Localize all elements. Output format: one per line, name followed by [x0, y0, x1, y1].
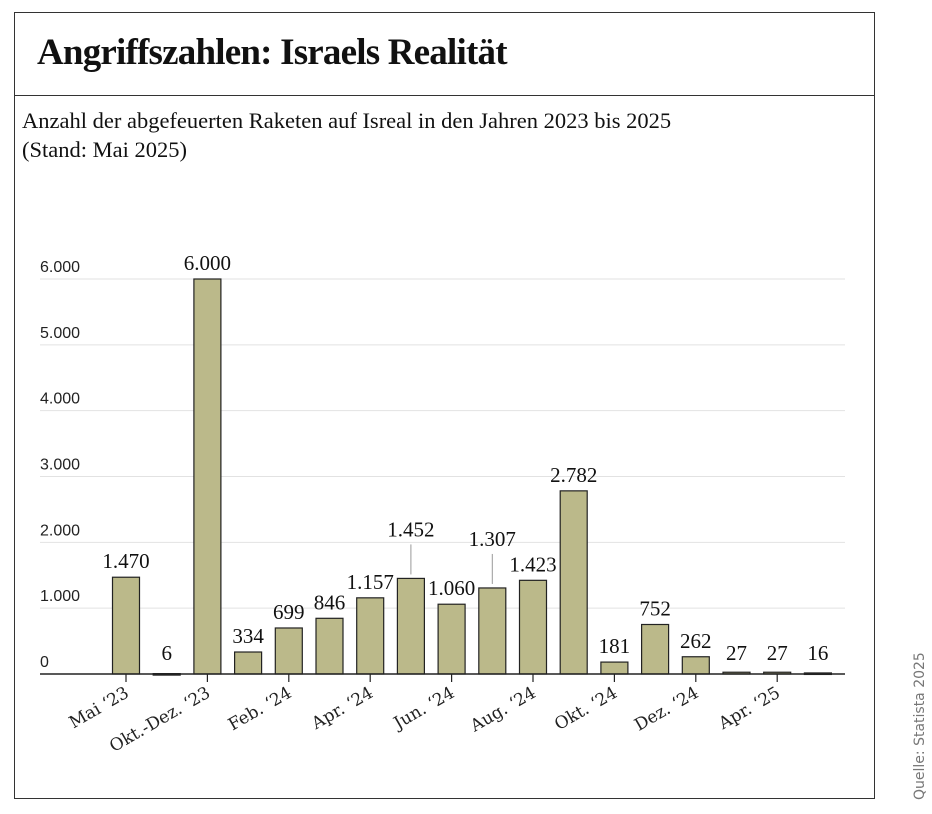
x-tick-label: Mai ‘23	[66, 683, 133, 733]
bar	[274, 627, 303, 675]
data-label: 6.000	[184, 251, 231, 275]
subtitle-line-2: (Stand: Mai 2025)	[22, 137, 187, 162]
x-tick-label: Apr. ‘24	[308, 683, 377, 734]
data-label: 16	[807, 641, 828, 665]
data-label: 6	[161, 641, 172, 665]
y-tick-label: 4.000	[40, 391, 80, 408]
y-tick-label: 1.000	[40, 588, 80, 605]
x-tick-label: Aug. ‘24	[466, 683, 539, 737]
y-tick-label: 6.000	[40, 259, 80, 276]
x-tick-label: Apr. ‘25	[715, 683, 784, 734]
chart-title: Angriffszahlen: Israels Realität	[37, 32, 508, 73]
data-label: 1.157	[347, 570, 394, 594]
bar	[640, 623, 670, 675]
bar	[356, 597, 385, 675]
data-label: 262	[680, 629, 712, 653]
chart-frame: Angriffszahlen: Israels Realität	[14, 12, 875, 799]
bar	[478, 587, 507, 675]
bar	[111, 576, 141, 675]
data-label: 1.423	[509, 552, 556, 576]
title-bar: Angriffszahlen: Israels Realität	[15, 13, 874, 96]
data-label: 27	[726, 641, 747, 665]
x-tick-label: Jun. ‘24	[389, 683, 458, 735]
data-label: 846	[314, 590, 346, 614]
y-tick-label: 5.000	[40, 325, 80, 342]
bar	[396, 577, 425, 675]
bar	[681, 656, 710, 675]
x-tick-label: Feb. ‘24	[225, 683, 295, 735]
subtitle-line-1: Anzahl der abgefeuerten Raketen auf Isre…	[22, 108, 672, 133]
data-label: 1.452	[387, 517, 434, 541]
data-label: 699	[273, 600, 305, 624]
chart-subtitle: Anzahl der abgefeuerten Raketen auf Isre…	[22, 106, 671, 164]
data-label: 1.307	[469, 527, 516, 551]
x-tick-label: Dez. ‘24	[631, 683, 702, 736]
data-label: 752	[639, 596, 671, 620]
data-label: 334	[232, 624, 264, 648]
bar	[437, 603, 466, 675]
bar	[518, 579, 548, 675]
y-tick-label: 2.000	[40, 522, 80, 539]
bar	[315, 617, 344, 675]
bar	[234, 651, 263, 675]
data-label: 2.782	[550, 463, 597, 487]
data-label: 1.470	[102, 549, 149, 573]
data-label: 1.060	[428, 576, 475, 600]
y-tick-label: 0	[40, 654, 49, 671]
data-label: 181	[599, 634, 631, 658]
bar	[600, 661, 629, 675]
x-tick-label: Okt. ‘24	[551, 683, 621, 735]
y-tick-label: 3.000	[40, 457, 80, 474]
bar	[193, 278, 222, 675]
bar	[559, 490, 588, 675]
data-label: 27	[767, 641, 788, 665]
